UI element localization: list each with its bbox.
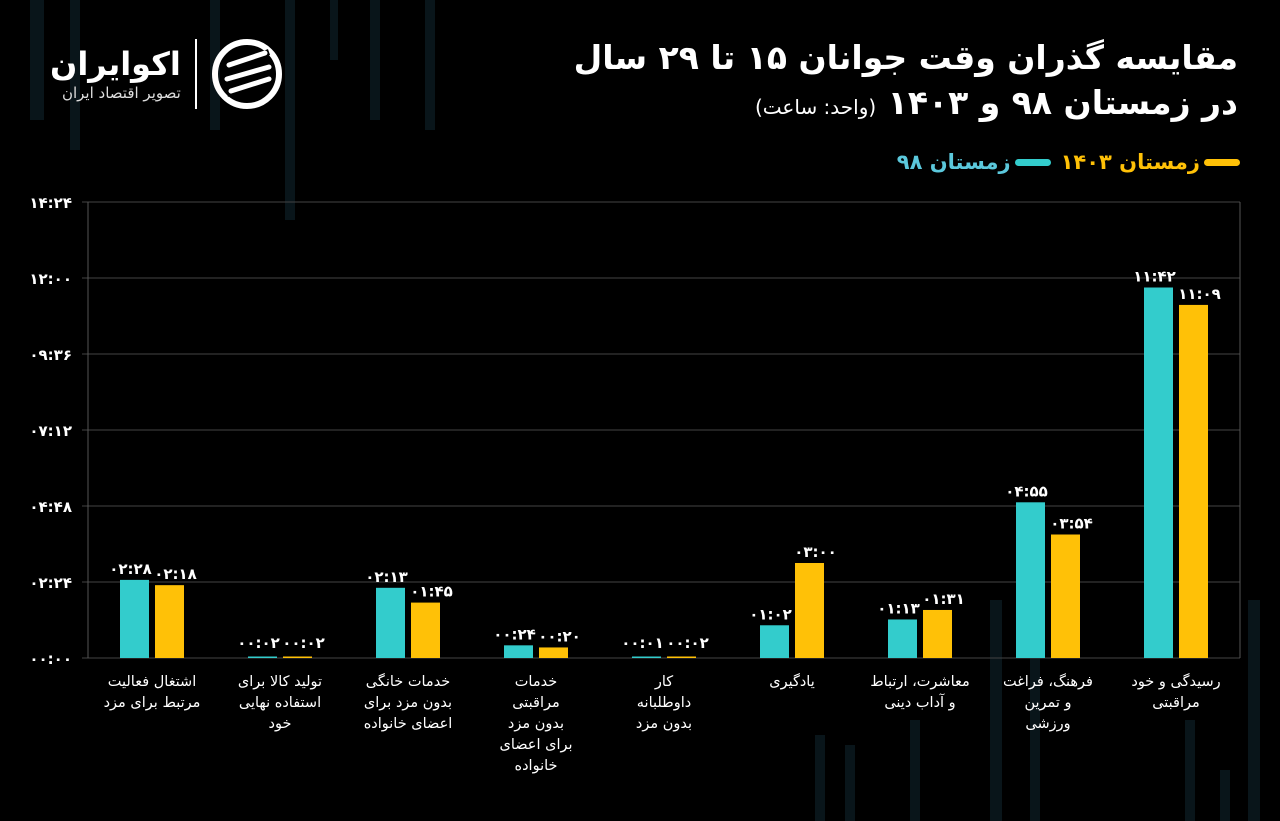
bar-98	[248, 656, 277, 658]
data-label: ۰۱:۱۳	[877, 599, 920, 617]
legend-label-1403: زمستان ۱۴۰۳	[1060, 150, 1200, 174]
bar-98	[504, 645, 533, 658]
bar-98	[760, 625, 789, 658]
bar-1403	[667, 656, 696, 658]
decorative-bar	[70, 0, 80, 150]
decorative-bar	[285, 0, 295, 220]
decorative-bar	[1220, 770, 1230, 821]
logo-name: اکوایران	[50, 45, 181, 83]
bar-98	[632, 656, 661, 658]
x-category-label: معاشرت، ارتباط و آداب دینی	[870, 674, 970, 711]
y-tick-label: ۰۰:۰۰	[29, 650, 72, 668]
decorative-bar	[330, 0, 338, 60]
data-label: ۰۰:۰۲	[666, 634, 709, 652]
decorative-bar	[370, 0, 380, 120]
bar-1403	[923, 609, 952, 658]
data-label: ۰۲:۱۳	[365, 568, 408, 586]
data-label: ۰۰:۲۰	[538, 627, 581, 645]
x-category-label: خدمات مراقبتی بدون مزد برای اعضای خانواد…	[499, 674, 573, 774]
legend: زمستان ۱۴۰۳ زمستان ۹۸	[897, 150, 1240, 174]
bar-98	[1144, 287, 1173, 658]
bar-98	[888, 619, 917, 658]
legend-item-1403: زمستان ۱۴۰۳	[1061, 150, 1240, 174]
decorative-bar	[425, 0, 435, 130]
x-category-label: خدمات خانگی بدون مزد برای اعضای خانواده	[363, 674, 453, 732]
logo-mark-icon	[211, 39, 282, 109]
data-label: ۰۲:۲۸	[109, 560, 152, 578]
bar-1403	[283, 656, 312, 658]
chart-title: مقایسه گذران وقت جوانان ۱۵ تا ۲۹ سال در …	[574, 36, 1238, 130]
x-category-label: یادگیری	[769, 674, 815, 690]
data-label: ۰۱:۰۲	[749, 605, 792, 623]
decorative-bar	[910, 720, 920, 821]
x-category-label: تولید کالا برای استفاده نهایی خود	[237, 674, 323, 732]
data-label: ۰۱:۴۵	[410, 583, 453, 601]
legend-item-98: زمستان ۹۸	[897, 150, 1051, 174]
decorative-bar	[1030, 560, 1040, 821]
legend-swatch-1403	[1204, 158, 1240, 166]
data-label: ۰۱:۳۱	[922, 590, 965, 608]
bar-98	[120, 579, 149, 658]
bar-1403	[1051, 534, 1080, 658]
bar-1403	[539, 647, 568, 658]
data-label: ۰۳:۰۰	[794, 543, 837, 561]
logo: اکوایران تصویر اقتصاد ایران	[50, 38, 283, 110]
decorative-bar	[1248, 600, 1260, 821]
data-label: ۰۰:۰۱	[621, 634, 664, 652]
data-label: ۰۰:۲۴	[493, 625, 536, 643]
data-label: ۰۲:۱۸	[154, 565, 197, 583]
legend-label-98: زمستان ۹۸	[896, 150, 1011, 174]
bar-1403	[155, 585, 184, 658]
x-category-label: کار داوطلبانه بدون مزد	[635, 674, 693, 732]
bar-1403	[1179, 304, 1208, 658]
data-label: ۱۱:۴۲	[1133, 268, 1176, 286]
bar-98	[1016, 502, 1045, 658]
decorative-bar	[845, 745, 855, 821]
data-label: ۰۰:۰۲	[237, 634, 280, 652]
y-tick-label: ۰۷:۱۲	[29, 422, 72, 440]
y-tick-label: ۰۴:۴۸	[29, 498, 72, 516]
y-tick-label: ۰۲:۲۴	[29, 574, 72, 592]
x-category-label: رسیدگی و خود مراقبتی	[1131, 674, 1221, 711]
bar-1403	[795, 563, 824, 658]
title-line-1: مقایسه گذران وقت جوانان ۱۵ تا ۲۹ سال	[573, 38, 1238, 77]
bar-1403	[411, 602, 440, 658]
legend-swatch-98	[1014, 158, 1051, 166]
data-label: ۰۳:۵۴	[1050, 515, 1093, 533]
bar-98	[376, 587, 405, 658]
unit-label: (واحد: ساعت)	[754, 95, 877, 119]
decorative-bar	[815, 735, 825, 821]
title-line-2: در زمستان ۹۸ و ۱۴۰۳	[887, 83, 1238, 122]
data-label: ۰۰:۰۲	[282, 634, 325, 652]
y-tick-label: ۱۴:۲۴	[29, 194, 72, 212]
y-tick-label: ۱۲:۰۰	[29, 270, 72, 288]
x-category-label: فرهنگ، فراغت و تمرین ورزشی	[1002, 674, 1093, 732]
data-label: ۱۱:۰۹	[1178, 285, 1221, 303]
decorative-bar	[990, 600, 1002, 821]
decorative-bar	[1185, 720, 1195, 821]
logo-divider	[194, 39, 197, 109]
decorative-bar	[30, 0, 44, 120]
data-label: ۰۴:۵۵	[1005, 482, 1048, 500]
y-tick-label: ۰۹:۳۶	[29, 346, 72, 364]
x-category-label: اشتغال فعالیت مرتبط برای مزد	[103, 674, 201, 711]
logo-tagline: تصویر اقتصاد ایران	[61, 84, 181, 102]
